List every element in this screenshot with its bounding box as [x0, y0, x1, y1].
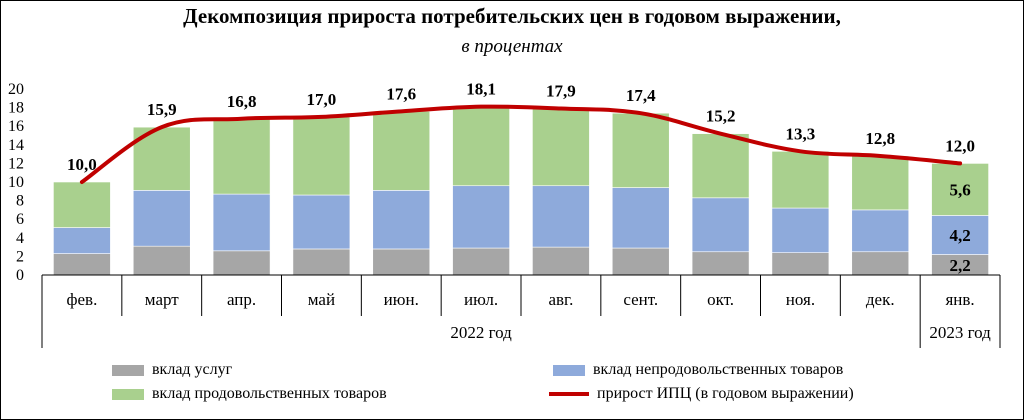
bar-segment-nonfood: [611, 187, 670, 249]
legend-item-services: вклад услуг: [112, 361, 232, 379]
bar-segment-food: [771, 151, 830, 209]
y-tick-label: 12: [8, 155, 24, 172]
bar-segment-services: [132, 245, 191, 276]
bar-segment-services: [212, 250, 271, 276]
bar-segment-services: [452, 247, 510, 276]
legend-line-cpi: [549, 392, 589, 396]
bar-segment-food: [452, 106, 510, 187]
cpi-value-label: 17,9: [546, 82, 576, 101]
year-group-label: 2023 год: [929, 323, 991, 342]
bar-segment-food: [532, 108, 590, 187]
legend-item-cpi: прирост ИПЦ (в годовом выражении): [549, 385, 854, 403]
legend-swatch-food: [112, 388, 144, 400]
chart-subtitle: в процентах: [461, 36, 563, 57]
y-tick-label: 6: [16, 211, 24, 228]
bar-segment-nonfood: [292, 194, 351, 250]
legend-swatch-services: [112, 364, 144, 376]
segment-value-label: 5,6: [949, 180, 970, 199]
y-tick-label: 10: [8, 174, 24, 191]
x-tick-label: апр.: [227, 290, 256, 309]
bar-segment-nonfood: [212, 193, 271, 252]
cpi-value-label: 12,0: [945, 136, 975, 155]
bar-segment-services: [292, 248, 351, 276]
bar-segment-nonfood: [452, 185, 510, 249]
cpi-value-label: 15,2: [706, 107, 736, 126]
cpi-value-label: 16,8: [227, 92, 257, 111]
chart-title: Декомпозиция прироста потребительских це…: [183, 4, 841, 28]
bar-segment-food: [851, 155, 910, 211]
x-tick-label: март: [145, 290, 179, 309]
cpi-value-label: 10,0: [67, 155, 97, 174]
cpi-value-label: 18,1: [466, 80, 496, 99]
x-tick-label: май: [308, 290, 335, 309]
bar-segment-food: [292, 116, 351, 196]
x-tick-label: окт.: [707, 290, 734, 309]
legend-label-food: вклад продовольственных товаров: [152, 385, 387, 402]
legend-label-nonfood: вклад непродовольственных товаров: [593, 361, 844, 378]
cpi-value-label: 17,4: [626, 86, 656, 105]
y-tick-label: 8: [16, 193, 24, 210]
x-tick-label: июн.: [384, 290, 419, 309]
y-tick-label: 20: [8, 81, 24, 98]
y-tick-label: 0: [16, 267, 24, 284]
segment-value-label: 4,2: [949, 226, 970, 245]
x-tick-label: июл.: [464, 290, 498, 309]
cpi-value-label: 17,0: [307, 90, 337, 109]
bar-segment-nonfood: [532, 185, 590, 248]
bar-segment-nonfood: [132, 190, 191, 247]
bar-segment-services: [372, 248, 431, 276]
y-tick-label: 2: [16, 248, 24, 265]
bar-segment-services: [691, 251, 750, 276]
bar-segment-food: [212, 118, 271, 195]
cpi-value-label: 12,8: [865, 129, 895, 148]
bar-segment-services: [532, 246, 590, 276]
cpi-value-label: 13,3: [786, 124, 816, 143]
x-tick-label: дек.: [866, 290, 895, 309]
x-tick-label: ноя.: [786, 290, 815, 309]
bar-segment-nonfood: [931, 215, 989, 255]
bar-segment-food: [53, 181, 111, 228]
cpi-line: [79, 104, 963, 184]
bar-segment-services: [53, 253, 111, 276]
y-tick-label: 14: [8, 137, 24, 154]
cpi-value-label: 17,6: [386, 84, 416, 103]
legend-item-nonfood: вклад непродовольственных товаров: [553, 361, 843, 379]
bar-segment-nonfood: [372, 190, 431, 250]
y-tick-label: 16: [8, 118, 24, 135]
x-tick-label: сент.: [623, 290, 658, 309]
bar-segment-nonfood: [771, 207, 830, 253]
bar-segment-nonfood: [851, 209, 910, 253]
x-tick-label: авг.: [548, 290, 573, 309]
legend-item-food: вклад продовольственных товаров: [112, 385, 387, 403]
x-tick-label: янв.: [945, 290, 974, 309]
bar-segment-services: [771, 252, 830, 276]
y-tick-label: 18: [8, 100, 24, 117]
bar-segment-nonfood: [691, 197, 750, 253]
year-group-label: 2022 год: [450, 323, 512, 342]
legend-label-services: вклад услуг: [152, 361, 233, 378]
segment-value-label: 2,2: [949, 256, 970, 275]
bar-segment-food: [372, 111, 431, 191]
cpi-value-label: 15,9: [147, 100, 177, 119]
bar-segment-nonfood: [53, 227, 111, 254]
bar-segment-services: [611, 247, 670, 276]
bar-segment-food: [691, 133, 750, 199]
y-tick-label: 4: [16, 230, 24, 247]
legend-swatch-nonfood: [553, 364, 585, 376]
bar-segment-services: [851, 251, 910, 276]
legend-label-cpi: прирост ИПЦ (в годовом выражении): [597, 385, 854, 402]
x-tick-label: фев.: [66, 290, 97, 309]
bar-segment-food: [611, 112, 670, 188]
